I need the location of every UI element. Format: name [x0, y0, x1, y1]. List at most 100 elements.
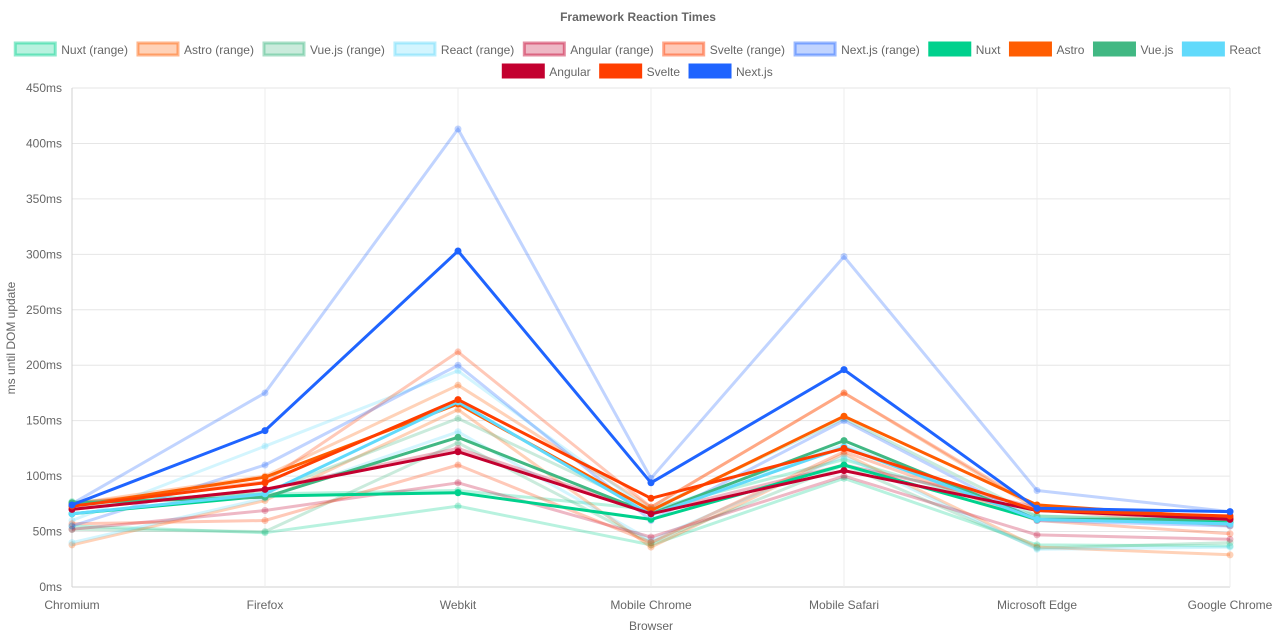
legend-item-next-js[interactable]: Next.js	[688, 63, 773, 79]
data-point-next-js[interactable]	[454, 247, 462, 255]
data-point-vue-js-range-min[interactable]	[261, 528, 269, 536]
data-point-angular[interactable]	[840, 467, 848, 475]
data-point-vue-js-range-min[interactable]	[1226, 539, 1234, 547]
data-point-next-js-range-min[interactable]	[261, 461, 269, 469]
data-point-next-js-range-max[interactable]	[454, 125, 462, 133]
legend-item-react[interactable]: React	[1181, 41, 1261, 57]
data-point-angular-range-min[interactable]	[1226, 535, 1234, 543]
data-point-angular[interactable]	[454, 448, 462, 456]
data-point-angular-range-min[interactable]	[1033, 531, 1041, 539]
legend-item-nuxt[interactable]: Nuxt	[928, 41, 1001, 57]
data-point-svelte[interactable]	[454, 396, 462, 404]
data-point-svelte-range-max[interactable]	[840, 389, 848, 397]
legend-item-nuxt-range[interactable]: Nuxt (range)	[13, 41, 128, 57]
data-point-react-range-min[interactable]	[1226, 543, 1234, 551]
data-point-react-range-min[interactable]	[1033, 545, 1041, 553]
data-point-react-range-max[interactable]	[454, 367, 462, 375]
data-point-svelte[interactable]	[261, 479, 269, 487]
x-tick-label-microsoft-edge: Microsoft Edge	[997, 598, 1077, 612]
data-point-svelte-range-min[interactable]	[454, 461, 462, 469]
data-point-svelte-range-min[interactable]	[261, 516, 269, 524]
data-point-nuxt-range-min[interactable]	[261, 529, 269, 537]
data-point-vue-js-range-max[interactable]	[454, 414, 462, 422]
data-point-astro-range-min[interactable]	[1226, 551, 1234, 559]
data-point-vue-js[interactable]	[840, 437, 848, 445]
data-point-next-js[interactable]	[840, 366, 848, 374]
data-point-nuxt-range-min[interactable]	[1226, 542, 1234, 550]
data-point-astro-range-min[interactable]	[840, 450, 848, 458]
data-point-next-js[interactable]	[68, 501, 76, 509]
legend: Nuxt (range) Astro (range) Vue.js (range) R…	[13, 41, 1261, 79]
data-point-astro[interactable]	[261, 473, 269, 481]
data-point-astro[interactable]	[840, 412, 848, 420]
data-point-vue-js[interactable]	[454, 433, 462, 441]
data-point-nuxt-range-min[interactable]	[840, 474, 848, 482]
data-point-react-range-min[interactable]	[840, 452, 848, 460]
legend-swatch-astro-range	[136, 41, 180, 57]
data-point-svelte[interactable]	[647, 494, 655, 502]
data-point-svelte-range-min[interactable]	[647, 539, 655, 547]
data-point-astro-range-min[interactable]	[68, 541, 76, 549]
data-point-svelte-range-max[interactable]	[454, 348, 462, 356]
data-point-svelte-range-min[interactable]	[1226, 530, 1234, 538]
data-point-next-js-range-max[interactable]	[840, 253, 848, 261]
data-point-vue-js-range-min[interactable]	[454, 439, 462, 447]
legend-item-vue-js-range[interactable]: Vue.js (range)	[262, 41, 385, 57]
data-point-next-js[interactable]	[647, 479, 655, 487]
data-point-nuxt-range-min[interactable]	[454, 502, 462, 510]
legend-item-angular-range[interactable]: Angular (range)	[522, 41, 654, 57]
data-point-nuxt-range-max[interactable]	[840, 455, 848, 463]
data-point-angular-range-min[interactable]	[68, 525, 76, 533]
data-point-astro-range-min[interactable]	[1033, 543, 1041, 551]
legend-item-astro-range[interactable]: Astro (range)	[136, 41, 254, 57]
legend-swatch-next-js	[688, 63, 732, 79]
data-point-angular-range-min[interactable]	[840, 472, 848, 480]
legend-item-astro[interactable]: Astro	[1008, 41, 1085, 57]
data-point-react-range-max[interactable]	[68, 516, 76, 524]
data-point-angular[interactable]	[647, 510, 655, 518]
y-tick-label: 300ms	[26, 247, 62, 261]
data-point-next-js[interactable]	[1226, 508, 1234, 516]
data-point-next-js[interactable]	[1033, 504, 1041, 512]
legend-item-react-range[interactable]: React (range)	[393, 41, 514, 57]
data-point-svelte[interactable]	[840, 444, 848, 452]
data-point-react-range-min[interactable]	[454, 428, 462, 436]
legend-item-svelte[interactable]: Svelte	[599, 63, 681, 79]
data-point-vue-js-range-min[interactable]	[647, 539, 655, 547]
data-point-next-js-range-min[interactable]	[454, 361, 462, 369]
legend-label-nuxt: Nuxt	[976, 43, 1001, 57]
legend-item-vue-js[interactable]: Vue.js	[1092, 41, 1173, 57]
data-point-nuxt[interactable]	[454, 489, 462, 497]
legend-item-svelte-range[interactable]: Svelte (range)	[662, 41, 785, 57]
data-point-astro-range-max[interactable]	[840, 389, 848, 397]
data-point-react-range-max[interactable]	[261, 442, 269, 450]
data-point-react-range-min[interactable]	[68, 539, 76, 547]
data-point-astro-range-min[interactable]	[454, 406, 462, 414]
data-point-nuxt-range-min[interactable]	[647, 541, 655, 549]
data-point-angular-range-min[interactable]	[454, 479, 462, 487]
legend-label-vue-js-range: Vue.js (range)	[310, 43, 385, 57]
data-point-angular-range-min[interactable]	[647, 533, 655, 541]
data-point-angular[interactable]	[261, 485, 269, 493]
series-nuxt-range-min	[68, 474, 1234, 550]
data-point-next-js-range-min[interactable]	[68, 522, 76, 530]
data-point-next-js-range-max[interactable]	[1033, 487, 1041, 495]
data-point-angular-range-min[interactable]	[261, 506, 269, 514]
data-point-nuxt-range-min[interactable]	[1033, 541, 1041, 549]
data-point-astro-range-max[interactable]	[454, 381, 462, 389]
data-point-react[interactable]	[1033, 515, 1041, 523]
data-point-nuxt-range-min[interactable]	[68, 522, 76, 530]
legend-swatch-astro	[1008, 41, 1052, 57]
data-point-next-js[interactable]	[261, 427, 269, 435]
data-point-next-js-range-max[interactable]	[261, 389, 269, 397]
data-point-astro-range-min[interactable]	[647, 543, 655, 551]
data-point-vue-js-range-min[interactable]	[1033, 544, 1041, 552]
legend-swatch-react	[1181, 41, 1225, 57]
legend-item-next-js-range[interactable]: Next.js (range)	[793, 41, 920, 57]
data-point-react-range-min[interactable]	[647, 536, 655, 544]
data-point-nuxt[interactable]	[840, 461, 848, 469]
legend-item-angular[interactable]: Angular	[501, 63, 591, 79]
y-tick-label: 100ms	[26, 469, 62, 483]
data-point-svelte-range-min[interactable]	[68, 520, 76, 528]
data-point-vue-js-range-min[interactable]	[68, 525, 76, 533]
